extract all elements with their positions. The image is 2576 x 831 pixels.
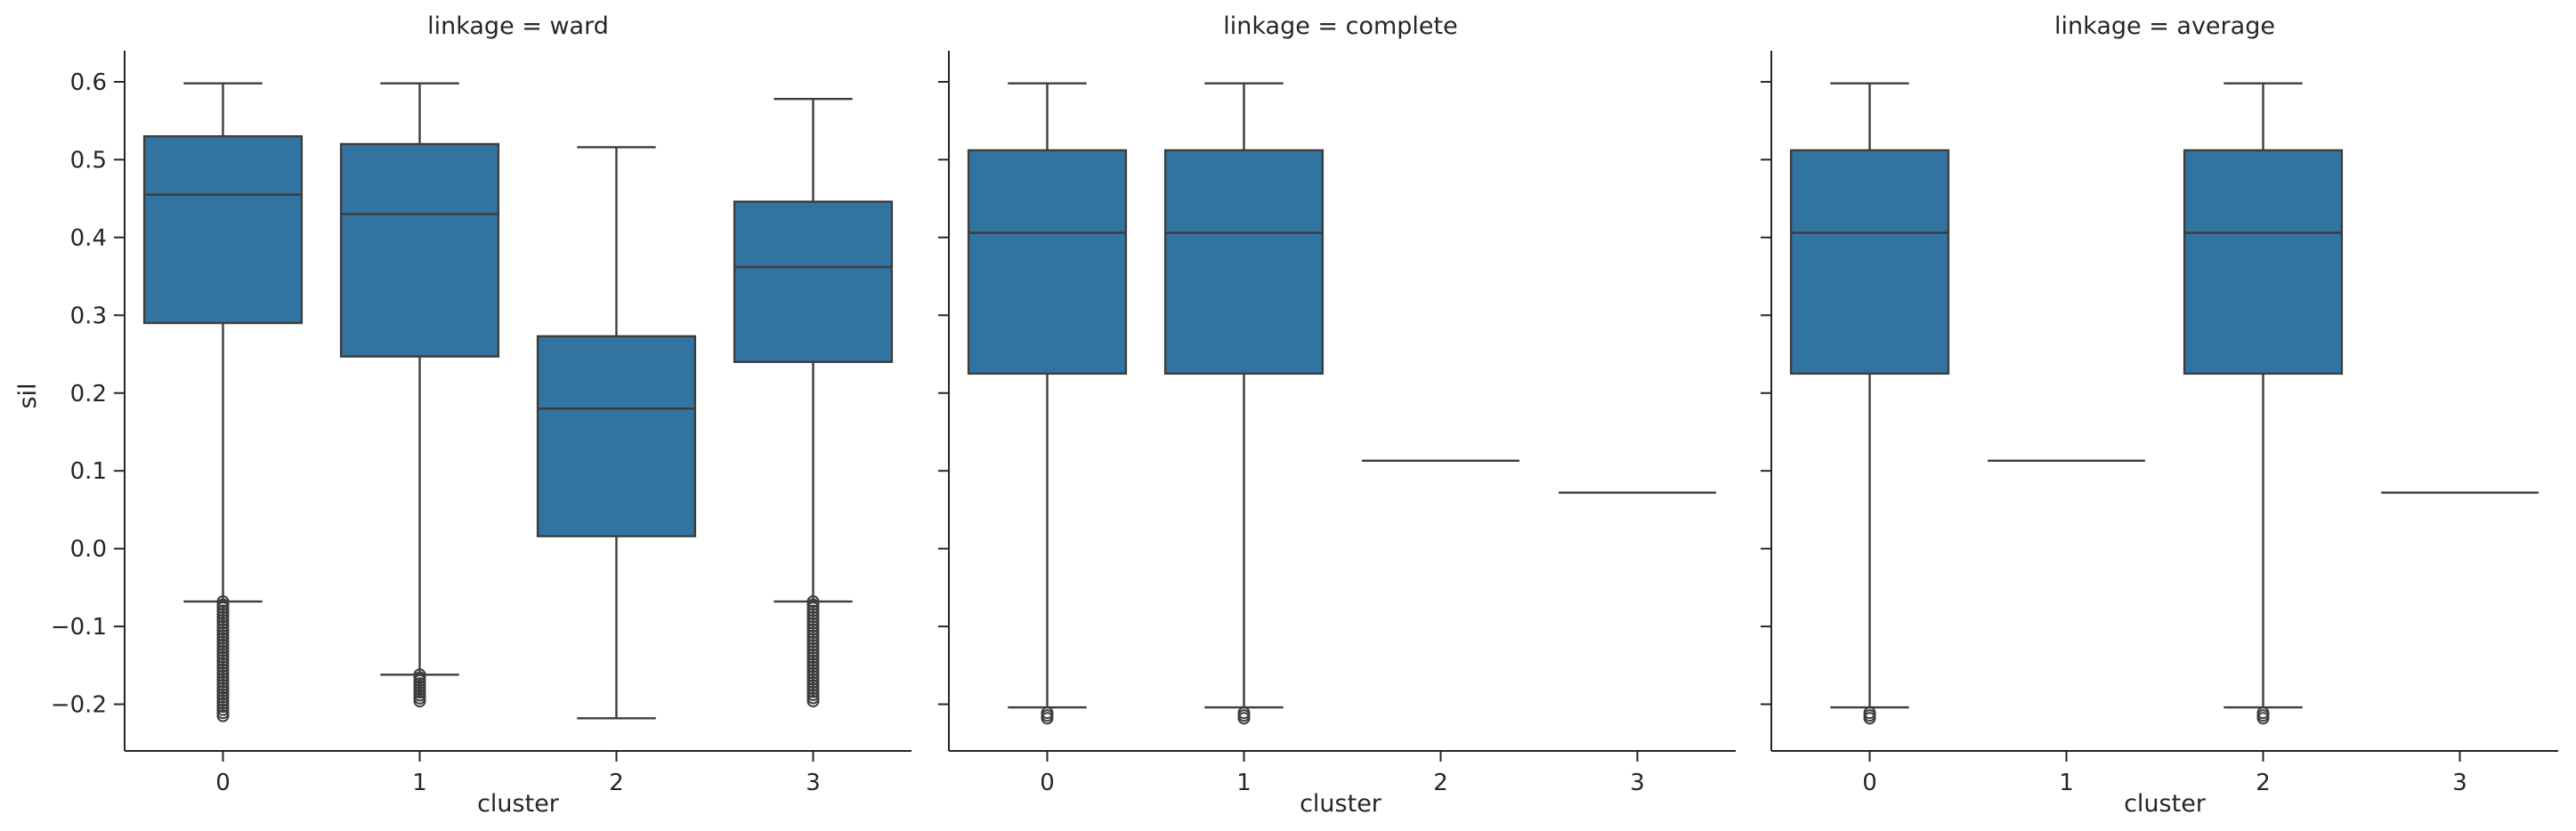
facet-title: linkage = ward bbox=[427, 12, 609, 40]
x-tick-label: 0 bbox=[1862, 770, 1877, 796]
plot-area: 0 1 2 3 bbox=[938, 51, 1736, 796]
facet-average: linkage = average cluster 0 1 2 3 bbox=[1761, 12, 2558, 818]
outlier-point bbox=[1237, 712, 1251, 725]
facet-title: linkage = complete bbox=[1223, 12, 1457, 40]
outlier-point bbox=[2256, 712, 2270, 725]
x-tick-label: 1 bbox=[2059, 770, 2074, 796]
x-tick-label: 2 bbox=[1433, 770, 1448, 796]
x-tick-label: 1 bbox=[1236, 770, 1252, 796]
y-tick-label: 0.6 bbox=[70, 69, 107, 96]
y-tick-label: 0.5 bbox=[70, 147, 107, 173]
y-tick-label: 0.4 bbox=[70, 225, 107, 252]
y-axis-label: sil bbox=[14, 383, 42, 408]
iqr-box bbox=[339, 142, 500, 358]
x-tick-label: 2 bbox=[609, 770, 624, 796]
box-cluster-3 bbox=[733, 98, 894, 708]
facet-complete: linkage = complete cluster 0 1 2 3 bbox=[938, 12, 1736, 818]
x-tick-label: 1 bbox=[412, 770, 427, 796]
y-tick-label: −0.1 bbox=[51, 614, 107, 641]
x-tick-label: 3 bbox=[2452, 770, 2467, 796]
iqr-box bbox=[536, 335, 697, 537]
y-tick-label: −0.2 bbox=[51, 692, 107, 719]
plot-area: 0 1 2 3 bbox=[1761, 51, 2558, 796]
outlier-point bbox=[413, 695, 426, 708]
iqr-box bbox=[2183, 149, 2344, 375]
y-tick-label: 0.3 bbox=[70, 303, 107, 329]
box-cluster-0 bbox=[1789, 82, 1950, 725]
box-cluster-0 bbox=[967, 82, 1128, 725]
outlier-point bbox=[806, 695, 820, 708]
iqr-box bbox=[1163, 149, 1324, 375]
x-axis-label: cluster bbox=[2124, 790, 2207, 818]
outlier-point bbox=[1041, 712, 1054, 725]
outlier-point bbox=[216, 709, 230, 722]
y-tick-label: 0.0 bbox=[70, 537, 107, 563]
box-cluster-2 bbox=[536, 146, 697, 720]
iqr-box bbox=[1789, 149, 1950, 375]
iqr-box bbox=[142, 134, 304, 325]
box-cluster-2 bbox=[2183, 82, 2344, 725]
y-tick-label: 0.2 bbox=[70, 381, 107, 407]
x-tick-label: 3 bbox=[1630, 770, 1645, 796]
box-cluster-1 bbox=[1163, 82, 1324, 725]
facet-title: linkage = average bbox=[2054, 12, 2275, 40]
plot-area: 0.6 0.5 0.4 0.3 0.2 0.1 0.0 −0.1 −0.2 0 1 2 3 bbox=[51, 51, 911, 796]
facet-ward: linkage = ward cluster sil 0.60.50.40.30… bbox=[14, 12, 911, 818]
y-tick-label: 0.1 bbox=[70, 458, 107, 485]
iqr-box bbox=[733, 200, 894, 363]
x-tick-label: 2 bbox=[2256, 770, 2271, 796]
x-tick-label: 0 bbox=[1040, 770, 1055, 796]
x-axis-label: cluster bbox=[1300, 790, 1382, 818]
iqr-box bbox=[967, 149, 1128, 375]
box-cluster-1 bbox=[339, 82, 500, 708]
x-tick-label: 0 bbox=[215, 770, 231, 796]
x-tick-label: 3 bbox=[806, 770, 821, 796]
x-axis-label: cluster bbox=[477, 790, 560, 818]
outlier-point bbox=[1863, 712, 1876, 725]
box-cluster-0 bbox=[142, 82, 304, 722]
